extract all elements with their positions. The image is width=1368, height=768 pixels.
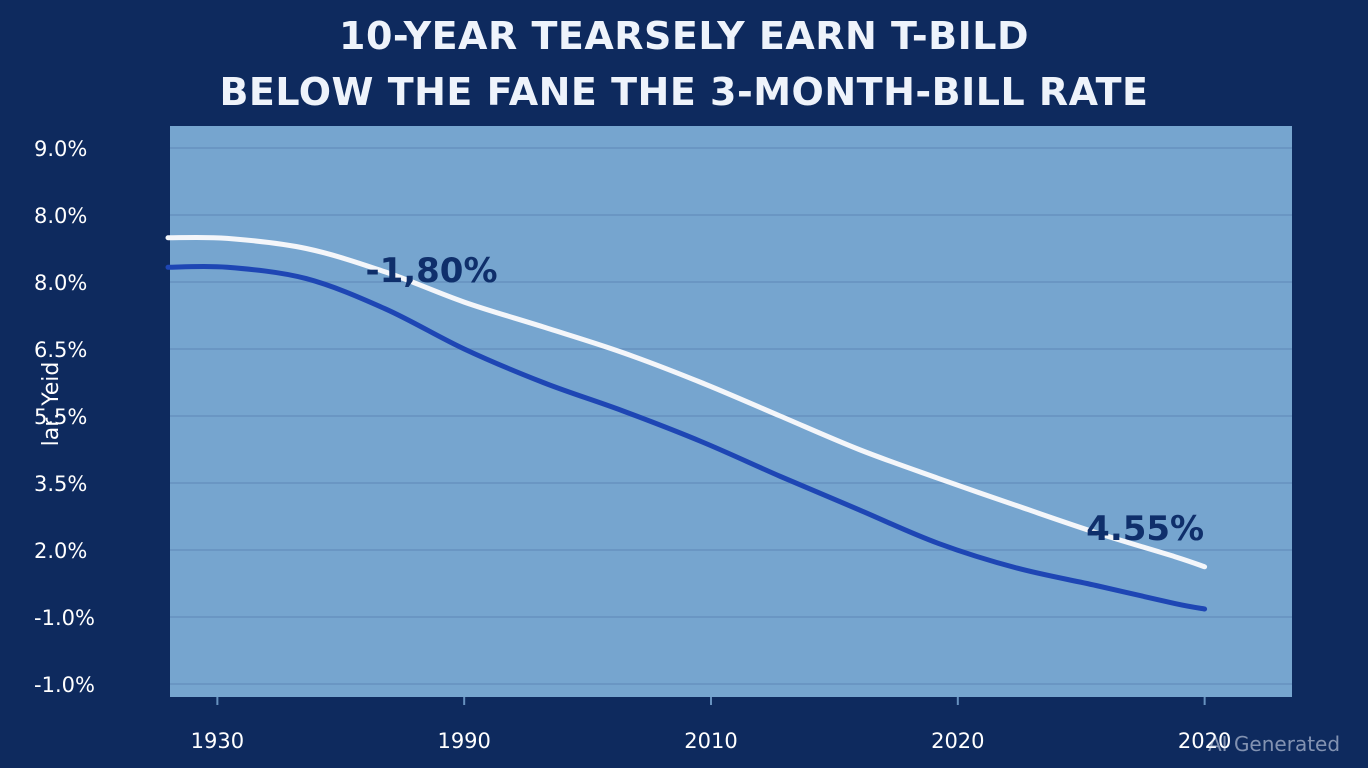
ai-generated-watermark: AI Generated xyxy=(1208,732,1341,756)
gridlines xyxy=(170,147,1292,685)
y-tick-label-1: 8.0% xyxy=(34,204,87,228)
series-lines xyxy=(165,234,1208,612)
annotations: -1,80% 4.55% xyxy=(365,251,1204,549)
x-tick-label-4: 2020 xyxy=(1178,729,1231,753)
series-line-1 xyxy=(165,263,1208,612)
y-tick-label-2: 8.0% xyxy=(34,271,87,295)
series-line-0 xyxy=(165,234,1208,570)
y-tick-label-3: 6.5% xyxy=(34,338,87,362)
y-tick-label-8: -1.0% xyxy=(34,673,95,697)
x-tick-label-3: 2020 xyxy=(931,729,984,753)
y-tick-label-6: 2.0% xyxy=(34,539,87,563)
x-axis-ticks: 1930 1990 2010 2020 2020 xyxy=(191,697,1231,753)
y-axis-label: lar. Yeid xyxy=(39,362,64,447)
chart-title-line-1: 10-YEAR TEARSELY EARN T-BILD xyxy=(339,14,1029,58)
x-tick-label-0: 1930 xyxy=(191,729,244,753)
y-tick-label-4: 5.5% xyxy=(34,405,87,429)
y-tick-label-7: -1.0% xyxy=(34,606,95,630)
x-tick-label-2: 2010 xyxy=(684,729,737,753)
y-tick-label-0: 9.0% xyxy=(34,137,87,161)
annotation-label-1: 4.55% xyxy=(1086,509,1204,549)
x-tick-label-1: 1990 xyxy=(437,729,490,753)
y-axis-ticks: 9.0% 8.0% 8.0% 6.5% 5.5% 3.5% 2.0% -1.0% -1.0% xyxy=(34,137,95,697)
chart-title-line-2: BELOW THE FANE THE 3-MONTH-BILL RATE xyxy=(219,70,1149,114)
annotation-label-0: -1,80% xyxy=(365,251,497,291)
plot-area xyxy=(170,126,1292,697)
y-tick-label-5: 3.5% xyxy=(34,472,87,496)
